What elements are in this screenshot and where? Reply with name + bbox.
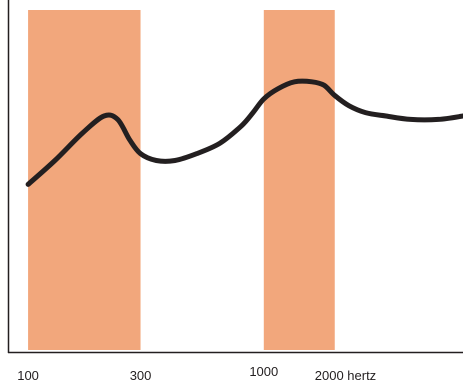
x-tick-label: 1000 (249, 364, 278, 379)
x-tick-labels: 100 300 1000 2000 hertz (17, 364, 376, 383)
x-tick-label: 100 (17, 368, 39, 383)
axes (7, 0, 463, 354)
x-tick-label: 300 (130, 368, 152, 383)
frequency-band-2 (263, 10, 335, 350)
frequency-bands (28, 10, 335, 350)
x-tick-label: 2000 hertz (315, 368, 376, 383)
response-curve-1 (25, 78, 463, 187)
series-group (25, 78, 463, 187)
frequency-band-1 (28, 10, 141, 350)
